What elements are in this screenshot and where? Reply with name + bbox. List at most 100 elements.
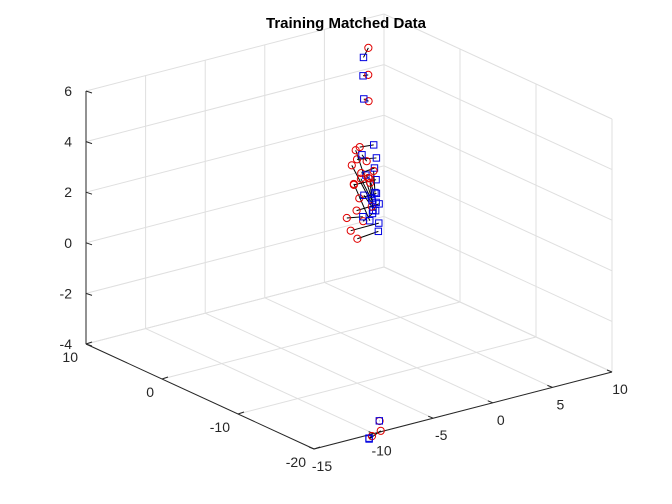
y-tick-label: -10	[371, 443, 391, 459]
point-a-marker	[362, 157, 371, 166]
point-b-marker	[359, 53, 368, 62]
x-tick	[313, 446, 321, 450]
z-tick	[85, 292, 93, 296]
grid-line	[85, 13, 385, 92]
y-tick	[547, 384, 553, 388]
grid-line	[324, 281, 553, 388]
point-b-marker	[375, 219, 383, 227]
x-tick-label: 0	[146, 384, 154, 400]
grid-line	[383, 13, 613, 120]
x-tick	[237, 411, 245, 415]
point-a-marker	[366, 178, 375, 187]
z-tick-label: 2	[64, 184, 72, 200]
point-b-marker	[372, 189, 381, 198]
point-a-marker	[367, 202, 376, 211]
data-marks	[342, 43, 385, 443]
z-tick-label: 0	[64, 235, 72, 251]
x-tick-label: 10	[62, 349, 78, 365]
z-tick	[85, 343, 93, 347]
point-b-marker	[365, 434, 373, 442]
point-b-marker	[372, 154, 381, 162]
chart-title: Training Matched Data	[266, 15, 427, 32]
point-a-marker	[369, 166, 378, 176]
match-link	[365, 174, 369, 179]
z-tick	[85, 90, 93, 94]
match-link	[368, 435, 373, 439]
z-tick	[85, 141, 93, 145]
point-b-marker	[368, 196, 376, 205]
match-link	[363, 195, 373, 207]
y-axis-line	[313, 371, 613, 450]
match-link	[363, 98, 369, 102]
point-a-marker	[365, 174, 374, 183]
match-link	[353, 183, 371, 221]
point-b-marker	[359, 212, 367, 221]
grid-line	[264, 297, 494, 404]
point-b-marker	[374, 227, 383, 236]
z-tick	[85, 242, 93, 246]
x-tick	[161, 376, 169, 380]
point-a-marker	[351, 146, 360, 155]
point-b-marker	[375, 417, 384, 425]
grid-line	[383, 165, 613, 272]
point-b-marker	[372, 198, 380, 207]
y-tick-label: 10	[612, 381, 628, 397]
grid-line	[161, 301, 461, 380]
point-a-marker	[347, 161, 356, 170]
x-axis-line	[85, 343, 315, 450]
point-a-marker	[364, 97, 373, 106]
match-link	[362, 74, 369, 77]
point-a-marker	[376, 426, 385, 435]
grid-line	[145, 328, 374, 435]
y-tick	[487, 400, 493, 404]
point-b-marker	[360, 95, 368, 103]
point-b-marker	[359, 72, 367, 80]
point-a-marker	[349, 179, 358, 189]
z-tick-label: 4	[64, 134, 72, 150]
point-b-marker	[369, 141, 378, 149]
z-tick-label: 6	[64, 83, 72, 99]
y-tick	[606, 369, 613, 373]
grid-line	[85, 266, 385, 345]
grid-line	[237, 336, 537, 415]
grid-line	[383, 64, 613, 171]
grid-line	[204, 312, 434, 419]
grid-line	[85, 215, 385, 294]
point-a-marker	[352, 206, 361, 215]
grid-line	[85, 165, 385, 244]
y-tick-label: -5	[435, 427, 448, 443]
point-a-marker	[353, 234, 362, 243]
grid-lines	[85, 13, 613, 450]
z-tick-label: -2	[60, 285, 73, 301]
point-a-marker	[342, 213, 351, 223]
point-b-marker	[366, 217, 374, 225]
point-a-marker	[346, 226, 355, 235]
grid-line	[85, 114, 385, 193]
grid-line	[383, 114, 613, 221]
x-tick-label: -10	[210, 419, 230, 435]
grid-line	[383, 215, 613, 322]
y-tick-label: 0	[497, 412, 505, 428]
y-tick-label: 5	[557, 396, 565, 412]
point-b-marker	[360, 191, 368, 199]
x-tick-label: -20	[286, 454, 306, 470]
x-tick	[85, 341, 93, 345]
y-tick	[308, 446, 315, 450]
match-link	[346, 216, 363, 219]
axes	[85, 90, 613, 450]
point-a-marker	[364, 43, 373, 52]
z-tick	[85, 191, 93, 195]
grid-line	[85, 64, 385, 143]
match-link	[359, 144, 374, 148]
point-b-marker	[371, 188, 379, 197]
match-link	[363, 47, 369, 58]
point-a-marker	[364, 70, 373, 79]
point-b-marker	[369, 206, 377, 214]
z-tick-label: -4	[60, 336, 73, 352]
match-link	[350, 222, 379, 232]
y-tick-label: -15	[312, 458, 332, 474]
point-a-marker	[356, 174, 365, 183]
